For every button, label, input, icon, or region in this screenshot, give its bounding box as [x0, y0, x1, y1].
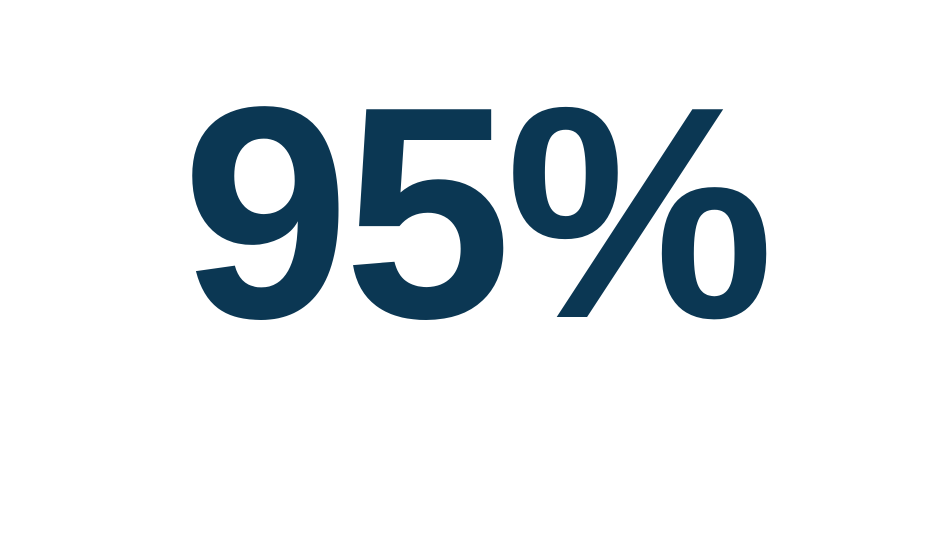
big-stat-value: 95% [181, 44, 774, 381]
